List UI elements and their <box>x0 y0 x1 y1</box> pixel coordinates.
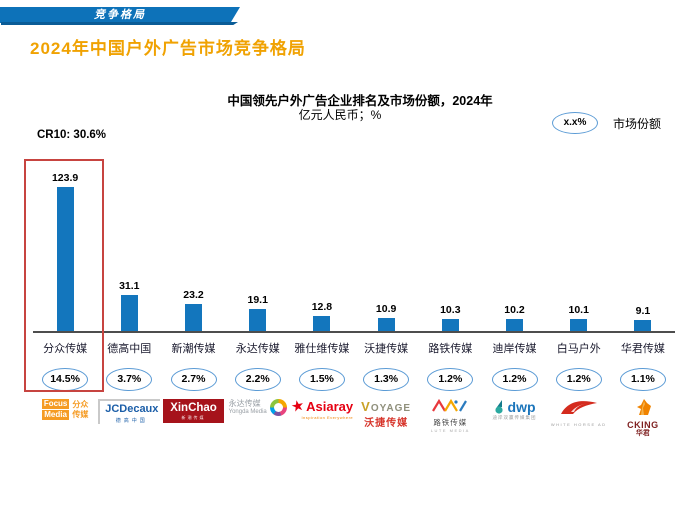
bar-chart: 123.9 31.1 23.2 19.1 12.8 10.9 10.3 10.2 10.1 9.1… <box>33 160 675 391</box>
logo-white-horse: WHITE HORSE AD <box>551 399 607 427</box>
chart-column: 10.2 <box>482 304 546 331</box>
category-label: 路铁传媒 <box>428 342 473 355</box>
share-oval: 2.7% <box>170 368 217 391</box>
share-oval: 3.7% <box>106 368 153 391</box>
leader-highlight-box <box>24 159 104 392</box>
bar <box>56 187 74 331</box>
bar <box>634 320 652 331</box>
section-ribbon-label: 竞争格局 <box>94 9 146 21</box>
chart-column: 19.1 <box>226 294 290 331</box>
bar-value-label: 12.8 <box>311 301 333 313</box>
share-oval: 1.2% <box>491 368 538 391</box>
bar-value-label: 19.1 <box>247 294 268 306</box>
bar <box>120 295 138 331</box>
category-label: 分众传媒 <box>43 342 88 355</box>
category-label: 白马户外 <box>556 342 601 355</box>
bar <box>441 319 459 331</box>
chart-column: 31.1 <box>97 280 161 331</box>
category-label: 新潮传媒 <box>171 342 216 355</box>
chart-column: 10.9 <box>354 303 418 331</box>
bar-value-label: 10.3 <box>440 304 461 316</box>
page-title: 2024年中国户外广告市场竞争格局 <box>30 39 306 58</box>
chart-column: 9.1 <box>611 305 675 331</box>
category-label: 永达传媒 <box>235 342 280 355</box>
share-row: 14.5% 3.7% 2.7% 2.2% 1.5% 1.3% 1.2% 1.2% 1.2% 1.1… <box>33 368 675 391</box>
share-oval: 1.3% <box>363 368 410 391</box>
cking-lion-icon <box>636 399 651 415</box>
share-oval: 1.5% <box>298 368 345 391</box>
bar <box>185 304 202 331</box>
logo-xinchao: XinChao 新潮传媒 <box>163 399 224 423</box>
logo-focus-media: Focus Media 分众 传媒 <box>41 399 89 420</box>
category-label: 沃捷传媒 <box>364 342 409 355</box>
bar-value-label: 9.1 <box>635 305 651 317</box>
category-label: 德高中国 <box>107 342 152 355</box>
logo-jcdecaux: JCDecaux 德高中国 <box>98 399 161 424</box>
section-ribbon-shadow <box>1 22 238 25</box>
category-label: 雅仕维传媒 <box>294 342 350 355</box>
chart-column: 23.2 <box>161 289 225 331</box>
section-ribbon: 竞争格局 <box>0 7 240 23</box>
chart-column: 123.9 <box>33 172 97 331</box>
chart-column: 12.8 <box>290 301 354 331</box>
bar <box>506 319 524 331</box>
cr10-stat: CR10: 30.6% <box>37 129 107 141</box>
share-oval: 2.2% <box>234 368 281 391</box>
bar-value-label: 31.1 <box>119 280 140 292</box>
yongda-swoosh-icon <box>269 399 287 416</box>
bar-value-label: 123.9 <box>51 172 79 184</box>
logo-yongda: 永达传媒 Yongda Media <box>229 399 287 416</box>
chart-column: 10.1 <box>547 304 611 331</box>
chart-subtitle: 亿元人民币；% <box>298 108 382 122</box>
bar <box>313 316 331 331</box>
chart-title: 中国领先户外广告企业排名及市场份额，2024年 <box>227 94 493 108</box>
bar-value-label: 10.9 <box>375 303 397 315</box>
lute-zigzag-icon <box>432 398 468 412</box>
asiaray-star-icon: ★ <box>289 396 306 417</box>
bar <box>249 309 267 331</box>
bars-row: 123.9 31.1 23.2 19.1 12.8 10.9 10.3 10.2 10.1 9.1 <box>33 160 675 333</box>
logo-voyage: VOYAGE 沃捷传媒 <box>361 399 412 429</box>
category-label: 迪岸传媒 <box>492 342 537 355</box>
bar-value-label: 23.2 <box>183 289 204 301</box>
legend-label: 市场份额 <box>613 117 662 131</box>
logos-row: Focus Media 分众 传媒 JCDecaux 德高中国 XinChao … <box>33 396 675 438</box>
white-horse-icon <box>560 401 597 414</box>
share-oval: 1.2% <box>555 368 602 391</box>
logo-lute-media: 路铁传媒 LUTE MEDIA <box>431 398 470 433</box>
logo-cking: CKING 华君 <box>627 399 659 438</box>
bar-value-label: 10.1 <box>568 304 589 316</box>
chart-column: 10.3 <box>418 304 482 331</box>
logo-focus-media-text: Focus <box>41 399 70 409</box>
category-row: 分众传媒 德高中国 新潮传媒 永达传媒 雅仕维传媒 沃捷传媒 路铁传媒 迪岸传媒 白马户外 华君传… <box>33 333 675 356</box>
dwp-bird-icon <box>494 400 503 414</box>
bar <box>377 318 395 331</box>
legend-sample-oval: x.x% <box>552 112 598 134</box>
logo-asiaray: ★ Asiaray Inspiration Everywhere <box>289 396 354 420</box>
share-oval: 14.5% <box>42 368 89 391</box>
share-oval: 1.2% <box>427 368 474 391</box>
category-label: 华君传媒 <box>620 342 665 355</box>
logo-dwp: dwp 迪岸双赢传媒集团 <box>492 399 537 420</box>
bar <box>570 319 588 331</box>
share-oval: 1.1% <box>619 368 666 391</box>
bar-value-label: 10.2 <box>504 304 525 316</box>
